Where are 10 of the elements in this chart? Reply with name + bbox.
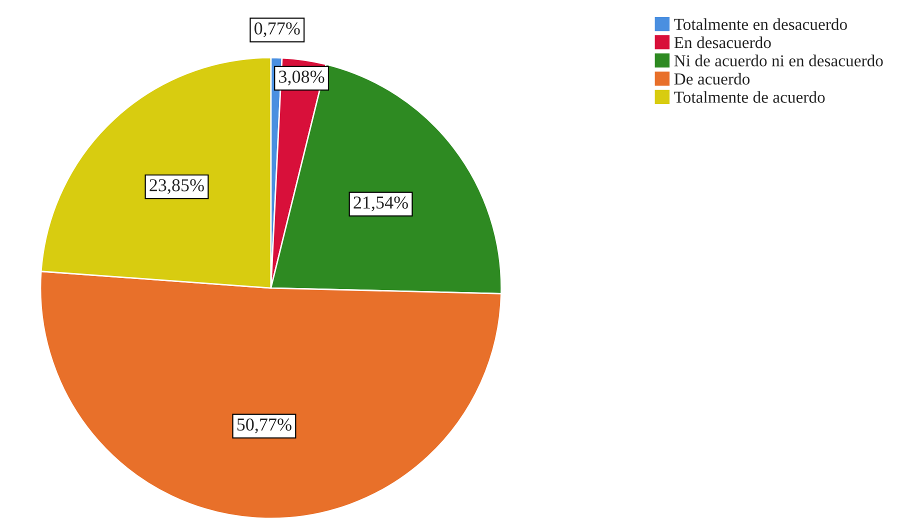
legend-label: En desacuerdo xyxy=(674,36,771,48)
data-label: 0,77% xyxy=(254,22,300,38)
legend-label: Totalmente en desacuerdo xyxy=(674,18,847,30)
data-label: 50,77% xyxy=(237,418,292,434)
data-label: 23,85% xyxy=(150,179,204,194)
data-label: 3,08% xyxy=(279,70,324,86)
data-label: 21,54% xyxy=(354,196,408,212)
legend-label: Totalmente de acuerdo xyxy=(674,91,825,103)
legend-label: Ni de acuerdo ni en desacuerdo xyxy=(674,54,883,66)
legend-label: De acuerdo xyxy=(674,72,750,85)
